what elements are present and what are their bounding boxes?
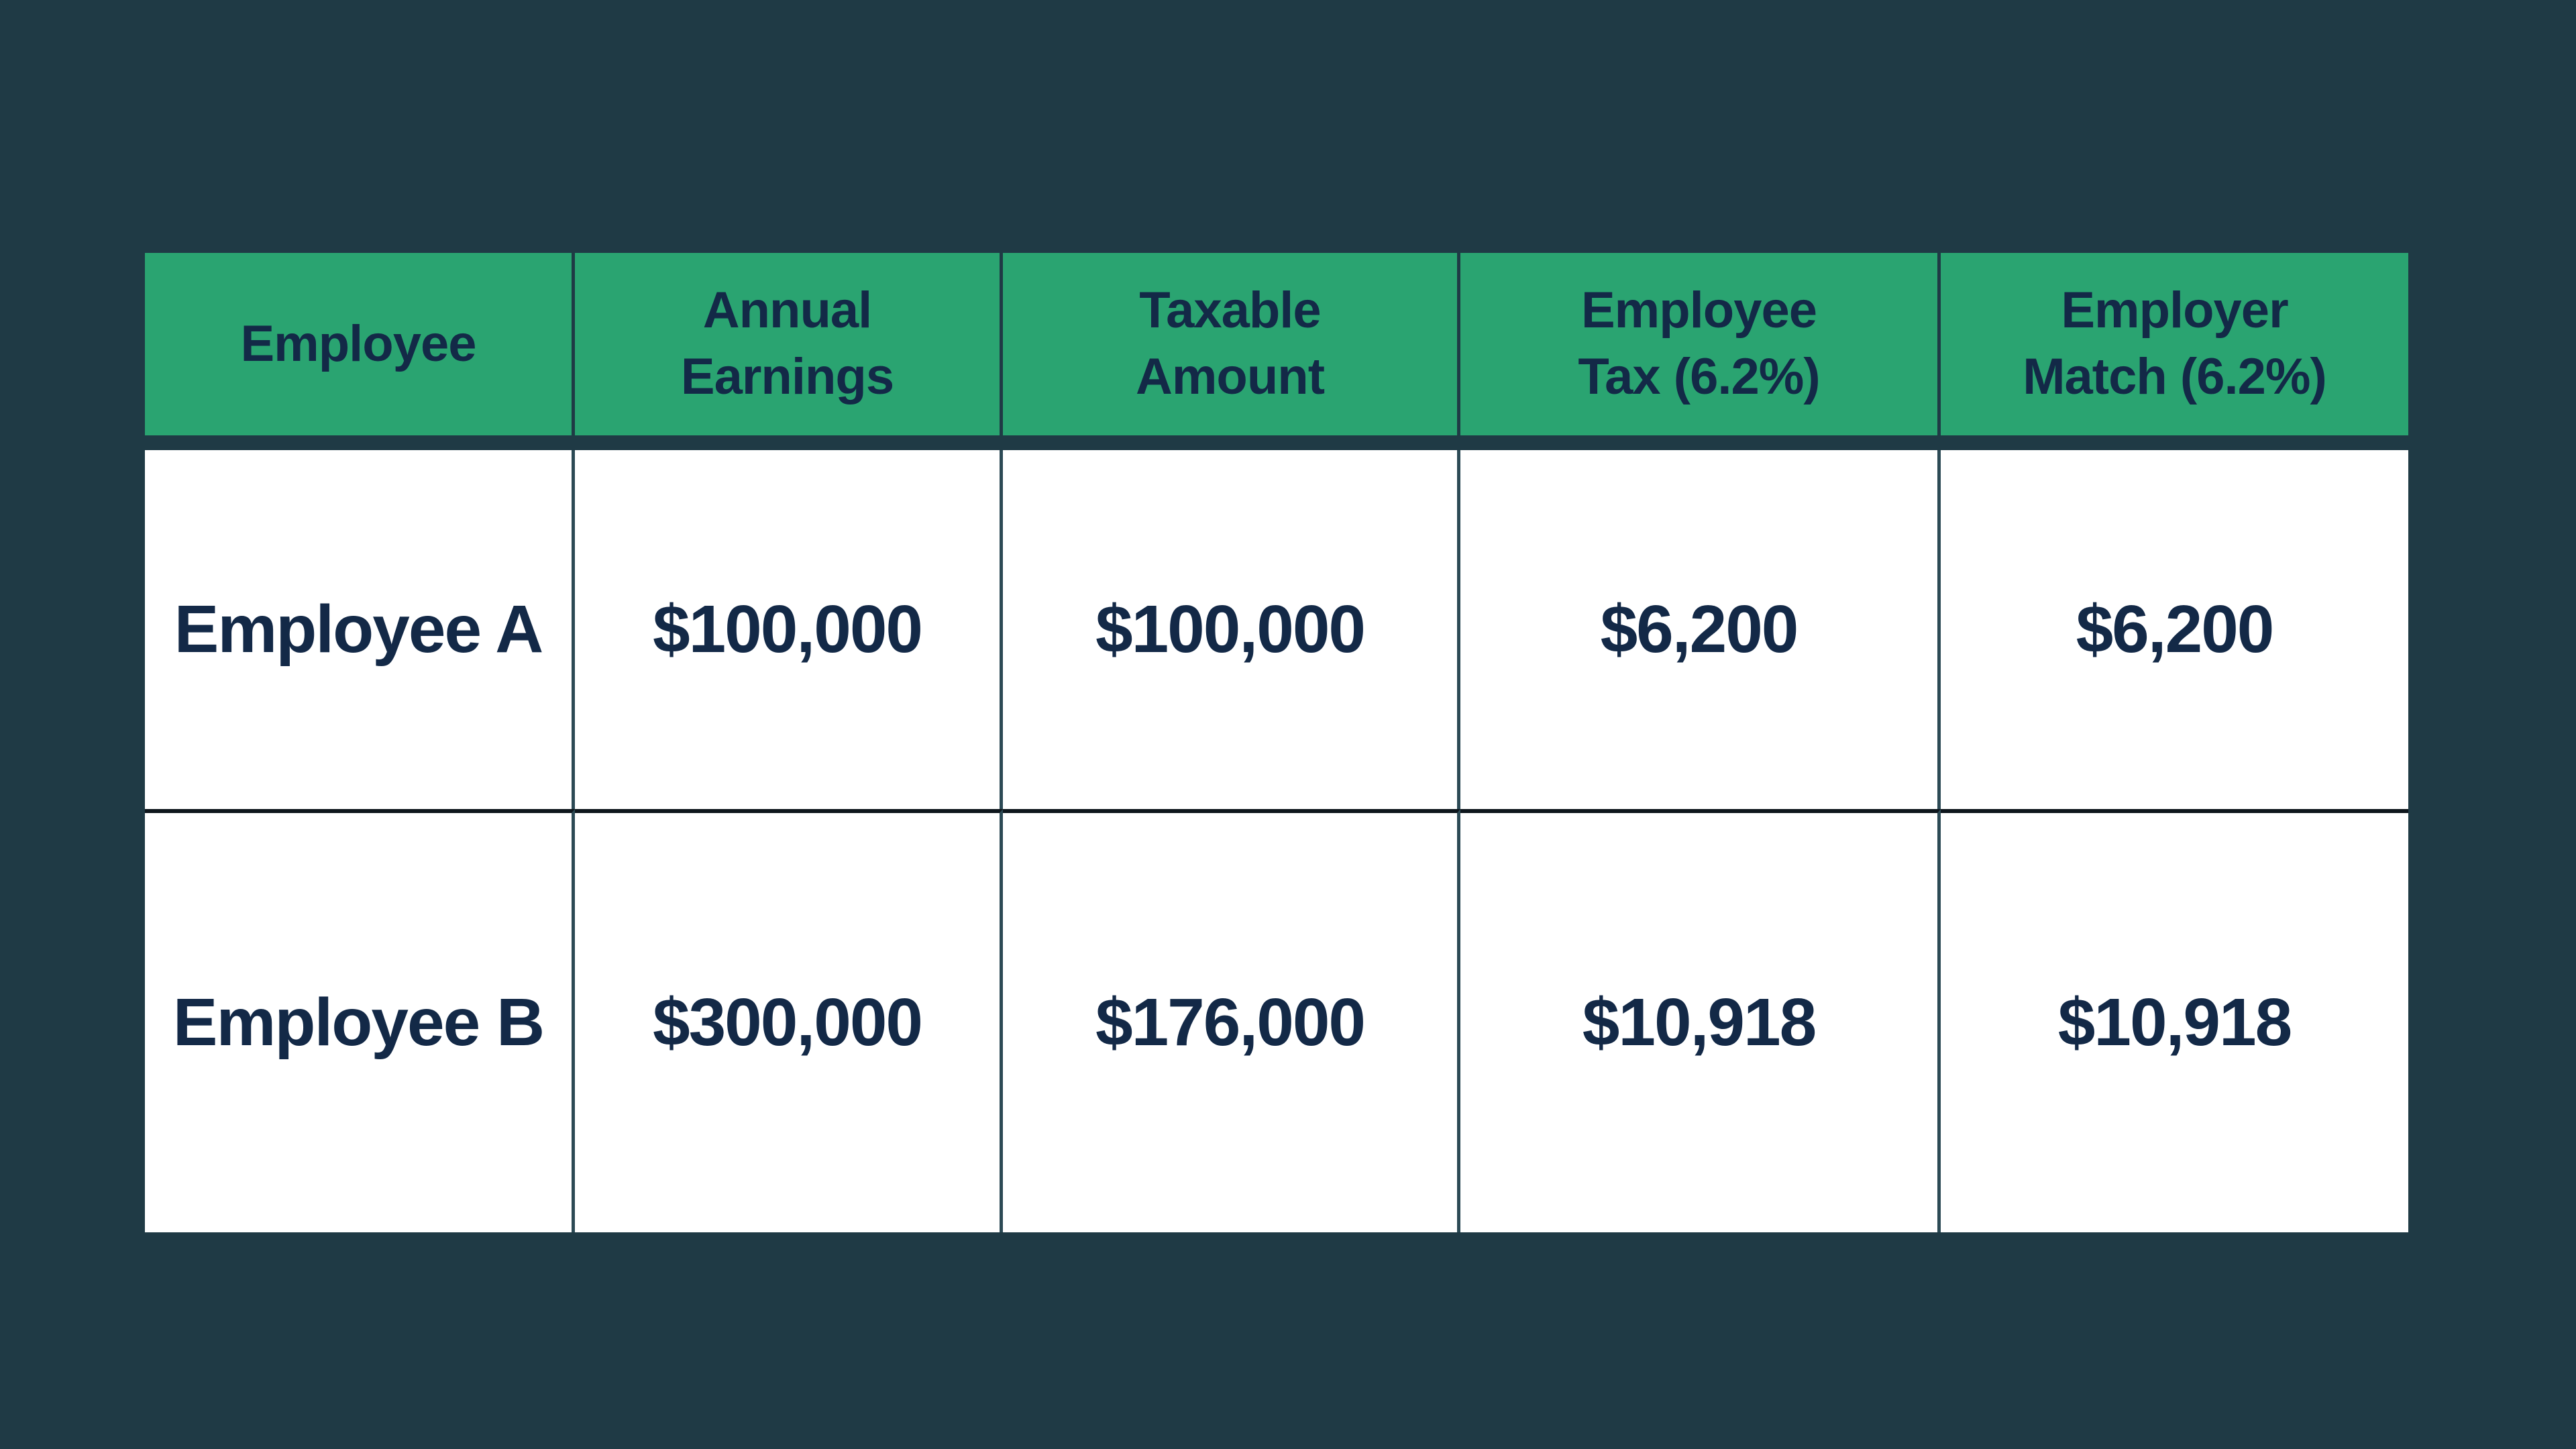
table-cell-employee-a-tax: $6,200 <box>1460 450 1941 809</box>
header-cell-employee: Employee <box>145 253 575 435</box>
table-cell-employee-a-name: Employee A <box>145 450 575 809</box>
table-cell-employee-a-taxable: $100,000 <box>1003 450 1460 809</box>
table-body: Employee A $100,000 $100,000 $6,200 $6,2… <box>145 450 2408 1232</box>
table-cell-employee-a-match: $6,200 <box>2076 592 2275 667</box>
header-cell-employee-tax: Employee Tax (6.2%) <box>1460 253 1941 435</box>
table-cell-employee-b-earnings: $300,000 <box>575 809 1003 1232</box>
table-header-row: Employee Annual Earnings Taxable Amount … <box>145 253 2408 435</box>
payroll-tax-table: Employee Annual Earnings Taxable Amount … <box>145 253 2408 1232</box>
table-cell-employee-b-taxable: $176,000 <box>1003 809 1460 1232</box>
header-cell-annual-earnings: Annual Earnings <box>575 253 1003 435</box>
header-cell-employer-match: Employer Match (6.2%) <box>2023 282 2327 405</box>
table-cell-employee-a-earnings: $100,000 <box>575 450 1003 809</box>
table-cell-employee-b-match: $10,918 <box>1941 809 2408 1232</box>
table-cell-employee-b-name: Employee B <box>145 809 575 1232</box>
table-cell-employee-b-tax: $10,918 <box>1460 809 1941 1232</box>
header-cell-taxable-amount: Taxable Amount <box>1003 253 1460 435</box>
